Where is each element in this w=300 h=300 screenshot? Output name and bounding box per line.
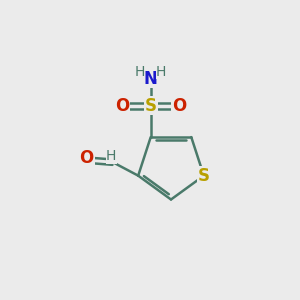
Text: H: H bbox=[134, 65, 145, 79]
Text: O: O bbox=[80, 149, 94, 167]
Text: H: H bbox=[106, 149, 116, 163]
Text: O: O bbox=[172, 97, 186, 115]
Text: N: N bbox=[144, 70, 158, 88]
Text: O: O bbox=[116, 97, 130, 115]
Text: S: S bbox=[198, 167, 210, 185]
Text: H: H bbox=[156, 65, 166, 79]
Text: S: S bbox=[145, 97, 157, 115]
